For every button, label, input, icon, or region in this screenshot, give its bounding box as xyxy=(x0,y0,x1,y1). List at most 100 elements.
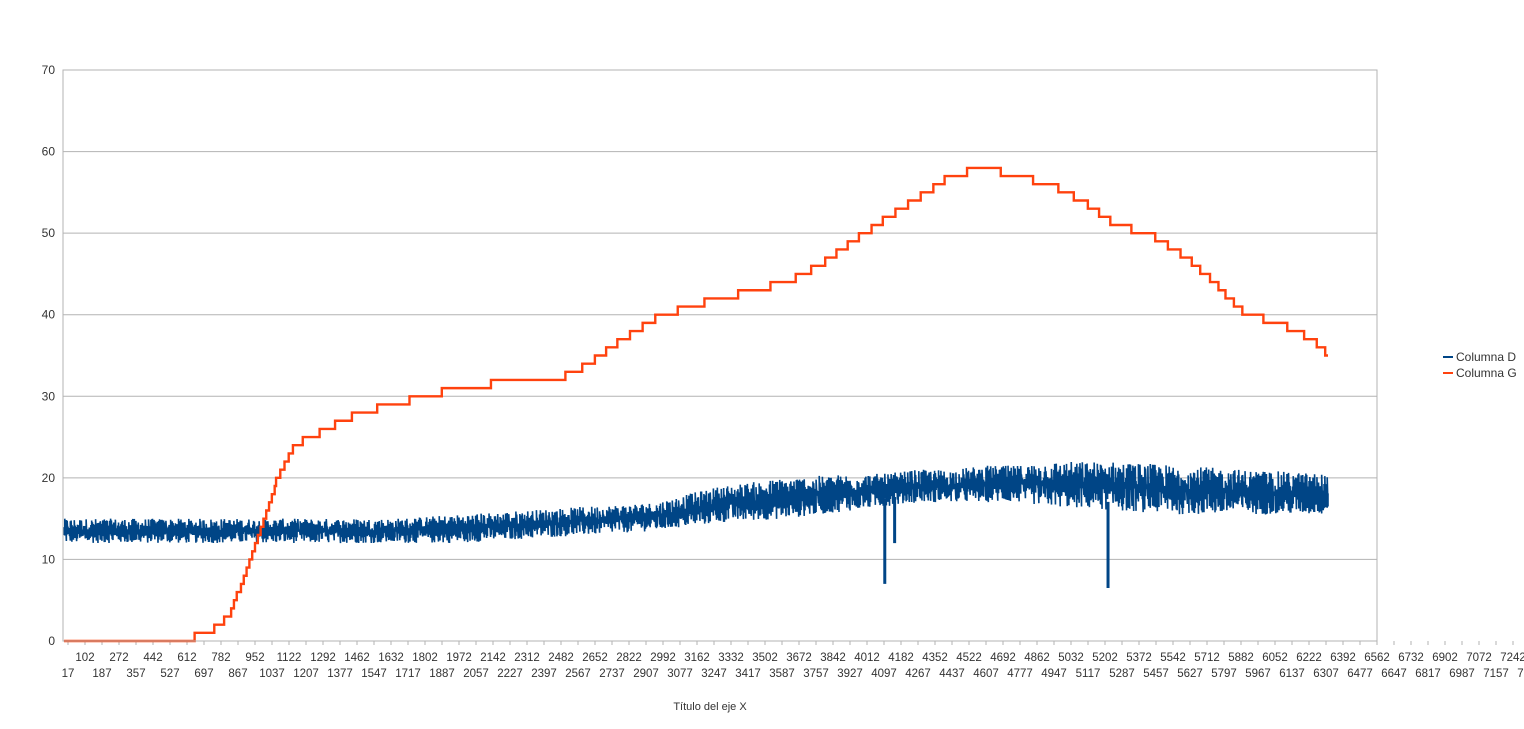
x-tick-label: 867 xyxy=(228,668,247,680)
x-tick-label: 1292 xyxy=(310,652,336,664)
x-tick-label: 3162 xyxy=(684,652,710,664)
x-tick-label: 3502 xyxy=(752,652,778,664)
x-tick-label: 1802 xyxy=(412,652,438,664)
x-axis-title: Título del eje X xyxy=(673,701,747,713)
x-tick-label: 5202 xyxy=(1092,652,1118,664)
y-axis-ticks: 0 10 20 30 40 50 60 70 xyxy=(42,63,56,648)
y-tick-label: 10 xyxy=(42,552,56,566)
x-tick-label: 7157 xyxy=(1483,668,1509,680)
x-tick-label: 7327 xyxy=(1517,668,1524,680)
x-tick-label: 272 xyxy=(109,652,128,664)
plot-frame xyxy=(62,69,1378,642)
x-tick-label: 6222 xyxy=(1296,652,1322,664)
x-tick-label: 2567 xyxy=(565,668,591,680)
x-tick-label: 2057 xyxy=(463,668,489,680)
y-tick-label: 20 xyxy=(42,471,56,485)
x-tick-label: 612 xyxy=(177,652,196,664)
x-tick-label: 357 xyxy=(126,668,145,680)
x-tick-label: 952 xyxy=(245,652,264,664)
x-tick-label: 2227 xyxy=(497,668,523,680)
gridlines xyxy=(63,151,1377,560)
x-tick-label: 1462 xyxy=(344,652,370,664)
x-tick-label: 442 xyxy=(143,652,162,664)
x-tick-label: 2822 xyxy=(616,652,642,664)
x-tick-label: 1122 xyxy=(277,652,302,664)
x-tick-label: 4607 xyxy=(973,668,999,680)
y-tick-label: 30 xyxy=(42,389,56,403)
series-columna-g-line xyxy=(64,166,1328,643)
x-tick-label: 6052 xyxy=(1262,652,1288,664)
x-tick-label: 3417 xyxy=(735,668,761,680)
x-tick-label: 4352 xyxy=(922,652,948,664)
x-tick-label: 6817 xyxy=(1415,668,1441,680)
x-tick-label: 6732 xyxy=(1398,652,1424,664)
x-tick-label: 6987 xyxy=(1449,668,1475,680)
x-tick-label: 3077 xyxy=(667,668,693,680)
x-tick-label: 4522 xyxy=(956,652,982,664)
x-tick-label: 782 xyxy=(211,652,230,664)
x-tick-label: 527 xyxy=(160,668,179,680)
x-tick-label: 4947 xyxy=(1041,668,1067,680)
y-tick-label: 50 xyxy=(42,226,56,240)
x-tick-label: 5967 xyxy=(1245,668,1271,680)
x-tick-label: 4097 xyxy=(871,668,897,680)
x-tick-label: 6137 xyxy=(1279,668,1305,680)
legend-label-columna-g: Columna G xyxy=(1456,366,1517,380)
x-tick-label: 4182 xyxy=(888,652,914,664)
x-tick-label: 1887 xyxy=(429,668,455,680)
x-tick-label: 6562 xyxy=(1364,652,1390,664)
x-tick-label: 4437 xyxy=(939,668,965,680)
x-tick-label: 2312 xyxy=(514,652,540,664)
x-tick-label: 4267 xyxy=(905,668,931,680)
x-tick-label: 3587 xyxy=(769,668,795,680)
y-tick-label: 0 xyxy=(48,634,55,648)
x-tick-label: 4777 xyxy=(1007,668,1033,680)
x-tick-label: 5032 xyxy=(1058,652,1084,664)
x-tick-label: 1037 xyxy=(259,668,285,680)
x-tick-label: 2737 xyxy=(599,668,625,680)
y-tick-label: 40 xyxy=(42,308,56,322)
x-tick-label: 1207 xyxy=(293,668,319,680)
x-tick-label: 5797 xyxy=(1211,668,1237,680)
x-tick-label: 4692 xyxy=(990,652,1016,664)
x-tick-label: 1972 xyxy=(446,652,472,664)
legend: Columna D Columna G xyxy=(1443,350,1517,380)
series-columna-d-line xyxy=(63,462,1329,544)
x-tick-label: 5457 xyxy=(1143,668,1169,680)
x-tick-label: 2992 xyxy=(650,652,676,664)
x-tick-label: 2142 xyxy=(480,652,506,664)
x-tick-label: 1717 xyxy=(395,668,421,680)
x-tick-label: 7072 xyxy=(1466,652,1492,664)
x-tick-label: 4862 xyxy=(1024,652,1050,664)
x-tick-label: 3332 xyxy=(718,652,744,664)
x-tick-label: 1377 xyxy=(327,668,353,680)
legend-label-columna-d: Columna D xyxy=(1456,350,1516,364)
x-tick-label: 5627 xyxy=(1177,668,1203,680)
x-tick-label: 17 xyxy=(62,668,75,680)
plot-area xyxy=(63,166,1329,643)
x-tick-label: 6477 xyxy=(1347,668,1373,680)
x-tick-label: 1632 xyxy=(378,652,404,664)
x-tick-label: 5372 xyxy=(1126,652,1152,664)
y-tick-label: 70 xyxy=(42,63,56,77)
x-tick-label: 4012 xyxy=(854,652,880,664)
x-tick-label: 6647 xyxy=(1381,668,1407,680)
x-tick-label: 102 xyxy=(75,652,94,664)
x-tick-label: 6902 xyxy=(1432,652,1458,664)
x-tick-label: 187 xyxy=(92,668,111,680)
x-tick-label: 6392 xyxy=(1330,652,1356,664)
x-tick-label: 697 xyxy=(194,668,213,680)
x-tick-label: 5882 xyxy=(1228,652,1254,664)
x-tick-label: 3927 xyxy=(837,668,863,680)
x-tick-label: 3842 xyxy=(820,652,846,664)
x-tick-label: 5287 xyxy=(1109,668,1135,680)
x-tick-label: 5712 xyxy=(1194,652,1220,664)
x-tick-label: 3672 xyxy=(786,652,812,664)
x-tick-label: 2907 xyxy=(633,668,659,680)
x-tick-label: 2397 xyxy=(531,668,557,680)
x-tick-label: 7242 xyxy=(1500,652,1524,664)
x-tick-label: 3247 xyxy=(701,668,727,680)
x-tick-label: 2652 xyxy=(582,652,608,664)
